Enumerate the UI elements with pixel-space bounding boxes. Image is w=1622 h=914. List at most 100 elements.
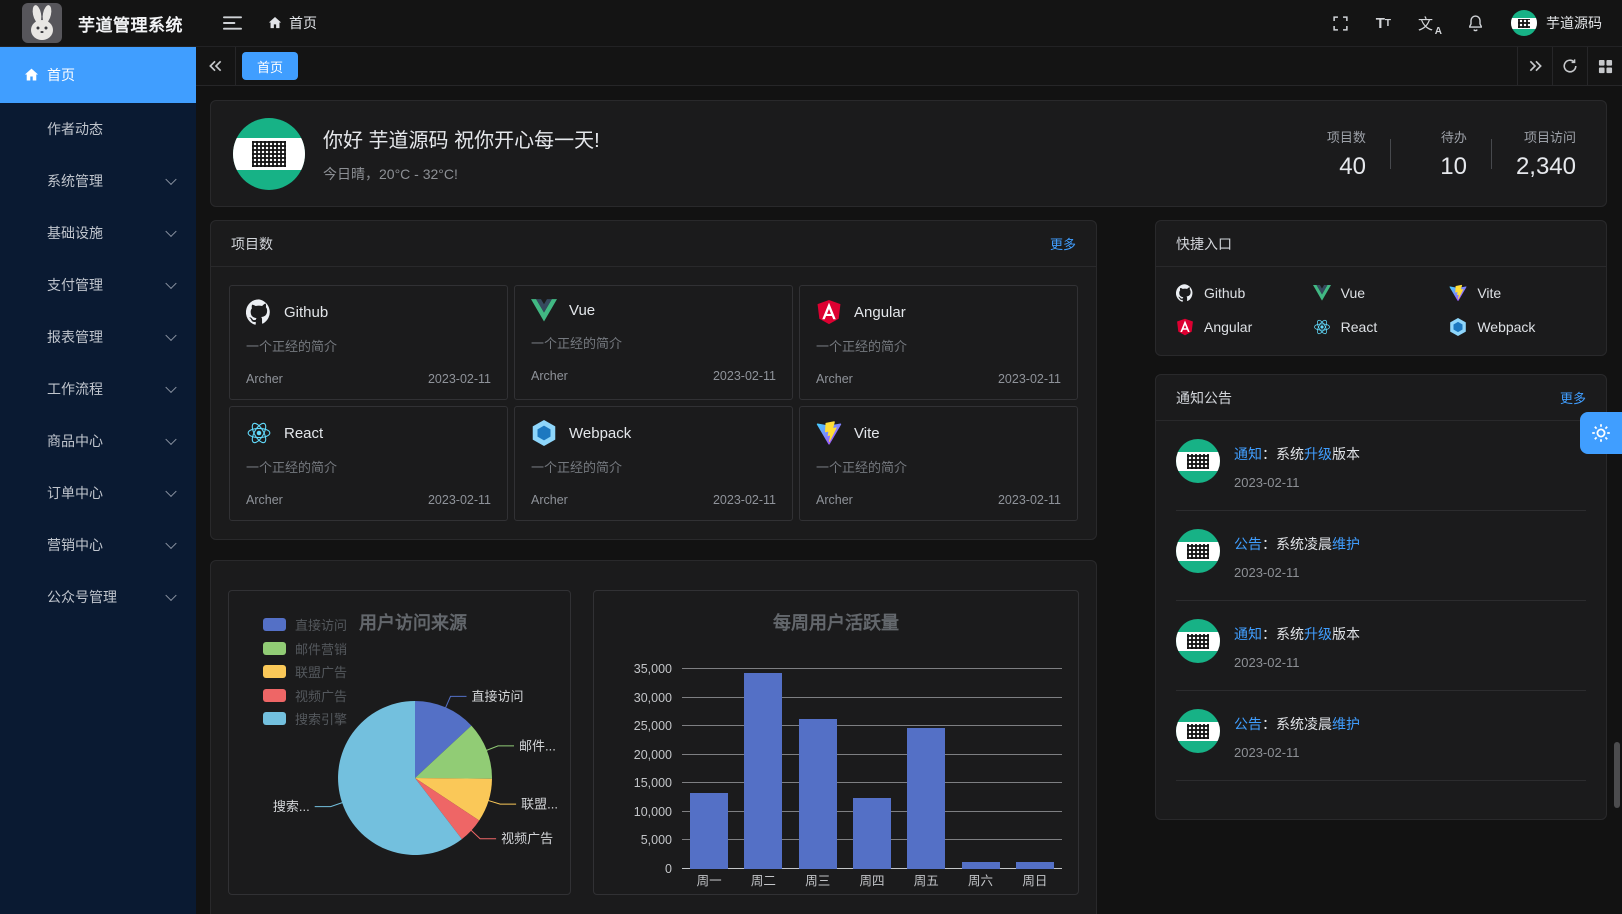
notice-item[interactable]: 公告：系统凌晨维护 2023-02-11 (1176, 691, 1586, 781)
notices-card-title: 通知公告 (1176, 389, 1232, 406)
fullscreen-button[interactable] (1332, 15, 1349, 32)
notice-item[interactable]: 通知：系统升级版本 2023-02-11 (1176, 601, 1586, 691)
pie-slice[interactable] (415, 701, 472, 778)
pie-slice[interactable] (338, 701, 462, 855)
theme-settings-button[interactable] (1580, 412, 1622, 454)
github-icon (246, 299, 270, 325)
bar[interactable] (961, 861, 1000, 869)
project-desc: 一个正经的简介 (531, 335, 623, 351)
project-card-vue[interactable]: Vue 一个正经的简介 Archer 2023-02-11 (514, 285, 793, 400)
legend-item[interactable]: 邮件营销 (263, 637, 347, 661)
pie-label-line (444, 695, 467, 709)
projects-card-title: 项目数 (231, 235, 273, 252)
y-axis-tick-label: 10,000 (633, 804, 672, 819)
stat-value: 40 (1339, 152, 1366, 180)
projects-grid: Github 一个正经的简介 Archer 2023-02-11 Vue 一个正经… (211, 267, 1096, 539)
legend-item[interactable]: 联盟广告 (263, 660, 347, 684)
sidebar-item-7[interactable]: 商品中心 (0, 415, 196, 467)
pie-slice[interactable] (415, 778, 480, 840)
user-menu[interactable]: 芋道源码 (1511, 10, 1602, 36)
notice-date: 2023-02-11 (1234, 565, 1300, 580)
pie-legend: 直接访问 邮件营销 联盟广告 视频广告 搜索引擎 (263, 613, 347, 731)
y-axis-tick-label: 15,000 (633, 776, 672, 791)
sidebar-item-5[interactable]: 报表管理 (0, 311, 196, 363)
weather-text: 今日晴，20°C - 32°C! (323, 165, 458, 182)
shortcuts-card-title: 快捷入口 (1176, 235, 1232, 252)
project-name: Vite (854, 424, 880, 442)
sidebar-item-4[interactable]: 支付管理 (0, 259, 196, 311)
project-card-github[interactable]: Github 一个正经的简介 Archer 2023-02-11 (229, 285, 508, 400)
gridline (682, 668, 1062, 669)
shortcut-react[interactable]: React (1313, 318, 1450, 336)
vite-icon (816, 421, 842, 445)
project-card-angular[interactable]: Angular 一个正经的简介 Archer 2023-02-11 (799, 285, 1078, 400)
legend-label: 联盟广告 (295, 665, 348, 681)
fullscreen-icon (1333, 15, 1348, 31)
sidebar-item-8[interactable]: 订单中心 (0, 467, 196, 519)
pie-slice-label: 直接访问 (472, 689, 524, 704)
shortcut-vue[interactable]: Vue (1312, 284, 1450, 302)
app-logo[interactable] (22, 3, 62, 43)
pie-slice[interactable] (415, 725, 493, 779)
project-card-react[interactable]: React 一个正经的简介 Archer 2023-02-11 (229, 406, 508, 521)
tab-options-button[interactable] (1587, 47, 1622, 85)
tabs-scroll-left-button[interactable] (196, 47, 236, 85)
y-axis-tick-label: 35,000 (633, 662, 672, 676)
projects-more-link[interactable]: 更多 (1049, 237, 1076, 252)
notice-item[interactable]: 通知：系统升级版本 2023-02-11 (1176, 421, 1586, 511)
sidebar-item-1[interactable]: 作者动态 (0, 103, 196, 155)
pie-slice[interactable] (415, 778, 492, 821)
project-card-webpack[interactable]: Webpack 一个正经的简介 Archer 2023-02-11 (514, 406, 793, 521)
legend-item[interactable]: 直接访问 (263, 613, 347, 637)
sidebar-item-6[interactable]: 工作流程 (0, 363, 196, 415)
bar[interactable] (1015, 861, 1054, 869)
stat-value: 10 (1440, 152, 1467, 180)
notices-more-link[interactable]: 更多 (1559, 391, 1586, 406)
hamburger-icon (223, 16, 242, 30)
project-date: 2023-02-11 (427, 493, 491, 507)
shortcut-vite[interactable]: Vite (1449, 284, 1586, 302)
sidebar-item-3[interactable]: 基础设施 (0, 207, 196, 259)
bar[interactable] (907, 727, 946, 869)
refresh-button[interactable] (1552, 47, 1587, 85)
legend-item[interactable]: 搜索引擎 (263, 707, 347, 731)
project-name: React (284, 424, 324, 442)
sidebar-collapse-button[interactable] (223, 15, 242, 31)
breadcrumb[interactable]: 首页 (268, 13, 317, 33)
sidebar: 首页 作者动态 系统管理 基础设施 支付管理 报表管理 工作流程 商品中心 订单中心 营销中心 公众… (0, 47, 196, 914)
project-date: 2023-02-11 (427, 372, 491, 386)
scrollbar-thumb[interactable] (1614, 742, 1620, 808)
sidebar-item-10[interactable]: 公众号管理 (0, 571, 196, 623)
bar[interactable] (798, 718, 837, 869)
tab-home[interactable]: 首页 (242, 52, 299, 80)
notice-title: 通知：系统升级版本 (1234, 626, 1360, 642)
x-axis-tick-label: 周六 (968, 874, 994, 888)
project-card-vite[interactable]: Vite 一个正经的简介 Archer 2023-02-11 (799, 406, 1078, 521)
github-icon (1176, 284, 1193, 302)
gridline (682, 753, 1062, 755)
sidebar-item-2[interactable]: 系统管理 (0, 155, 196, 207)
notification-button[interactable] (1467, 14, 1484, 32)
angular-icon (1177, 318, 1193, 336)
legend-chip (263, 618, 286, 632)
shortcut-github[interactable]: Github (1176, 284, 1313, 302)
notice-item[interactable]: 公告：系统凌晨维护 2023-02-11 (1176, 511, 1586, 601)
pie-slice-label: 视频广告 (501, 831, 553, 846)
refresh-icon (1563, 59, 1577, 73)
x-axis-tick-label: 周五 (913, 874, 939, 888)
shortcut-angular[interactable]: Angular (1176, 318, 1313, 336)
shortcut-label: Github (1204, 285, 1246, 301)
bar-column (682, 671, 736, 869)
bar[interactable] (690, 793, 729, 869)
sidebar-item-home[interactable]: 首页 (0, 47, 196, 103)
charts-card: 用户访问来源 直接访问 邮件营销 联盟广告 视频广告 搜索引擎 直接访问 邮件..… (210, 560, 1097, 914)
sidebar-item-9[interactable]: 营销中心 (0, 519, 196, 571)
tabs-scroll-right-button[interactable] (1517, 47, 1552, 85)
stat-label: 项目访问 (1523, 129, 1576, 145)
bar[interactable] (852, 798, 891, 869)
shortcut-webpack[interactable]: Webpack (1449, 318, 1586, 336)
legend-item[interactable]: 视频广告 (263, 684, 347, 708)
bar[interactable] (744, 673, 783, 869)
